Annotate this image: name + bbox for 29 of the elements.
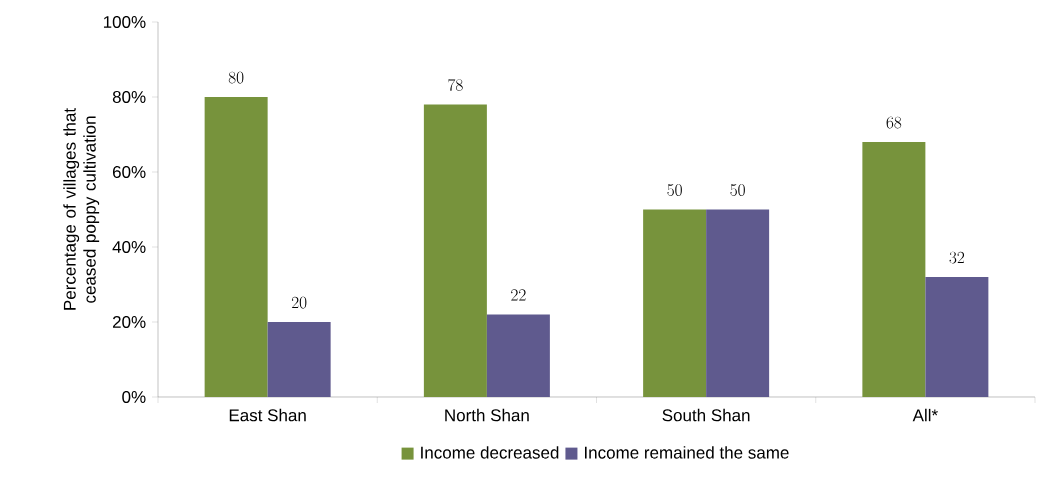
data-label: 78 xyxy=(448,78,463,91)
legend-label: Income decreased xyxy=(421,446,559,459)
data-label: 32 xyxy=(949,251,965,264)
x-tick-label: All* xyxy=(912,408,938,422)
y-tick-label: 0% xyxy=(122,390,146,404)
x-tick-label: East Shan xyxy=(229,408,306,422)
data-label: 50 xyxy=(730,184,745,196)
bar xyxy=(267,321,331,397)
y-tick-label: 80% xyxy=(112,90,146,104)
data-label: 20 xyxy=(291,296,307,309)
x-tick-label: South Shan xyxy=(662,408,750,422)
bar xyxy=(486,314,550,397)
y-tick-label: 20% xyxy=(112,315,146,329)
y-tick-label: 60% xyxy=(112,165,146,179)
y-tick-label: 100% xyxy=(103,15,146,29)
bar xyxy=(706,209,770,397)
bar xyxy=(204,96,268,397)
bar xyxy=(925,276,989,397)
bar xyxy=(643,209,707,397)
y-tick-label: 40% xyxy=(112,240,146,254)
data-label: 68 xyxy=(886,116,902,129)
bar xyxy=(862,141,926,397)
legend-label: Income remained the same xyxy=(585,446,789,459)
x-tick-label: North Shan xyxy=(445,408,529,422)
data-label: 50 xyxy=(667,184,682,196)
y-axis-title: Percentage of villages that ceased poppy cultivation xyxy=(63,108,100,310)
bar xyxy=(423,104,487,397)
data-label: 22 xyxy=(511,289,526,301)
data-label: 80 xyxy=(228,71,244,84)
